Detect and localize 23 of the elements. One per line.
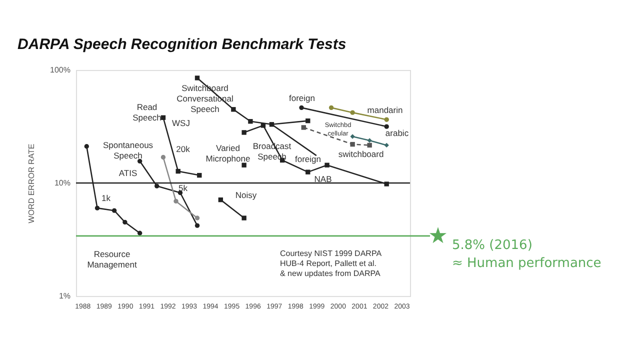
- annotation: ATIS: [118, 168, 138, 178]
- annotation: WSJ: [172, 118, 190, 128]
- annotation: NAB: [314, 174, 332, 184]
- y-tick-label: 10%: [54, 178, 70, 188]
- annotation: foreign: [295, 154, 322, 164]
- annotation: foreign: [289, 93, 316, 103]
- annotation: Spontaneous Speech: [102, 140, 154, 160]
- annotation: Noisy: [235, 190, 258, 200]
- annotation: switchboard: [338, 149, 384, 159]
- annotation: Varied Microphone: [206, 143, 250, 164]
- ref-line-label: 5.8% (2016) ≈ Human performance: [452, 238, 602, 271]
- chart-title: DARPA Speech Recognition Benchmark Tests: [18, 36, 346, 53]
- annotation: 5k: [178, 183, 188, 193]
- annotation: Courtesy NIST 1999 DARPA HUB-4 Report, Pallett et al. & new updates from DARPA: [280, 249, 382, 278]
- y-axis-title: WORD ERROR RATE: [27, 144, 36, 224]
- annotation: Resource Management: [87, 249, 138, 270]
- annotation: mandarin: [367, 105, 403, 115]
- annotation: arabic: [385, 128, 410, 138]
- annotation: Read Speech: [132, 102, 162, 122]
- annotation: 1k: [102, 193, 112, 203]
- y-tick-label: 1%: [58, 292, 70, 300]
- annotation: 20k: [176, 144, 191, 154]
- y-tick-label: 100%: [50, 66, 70, 74]
